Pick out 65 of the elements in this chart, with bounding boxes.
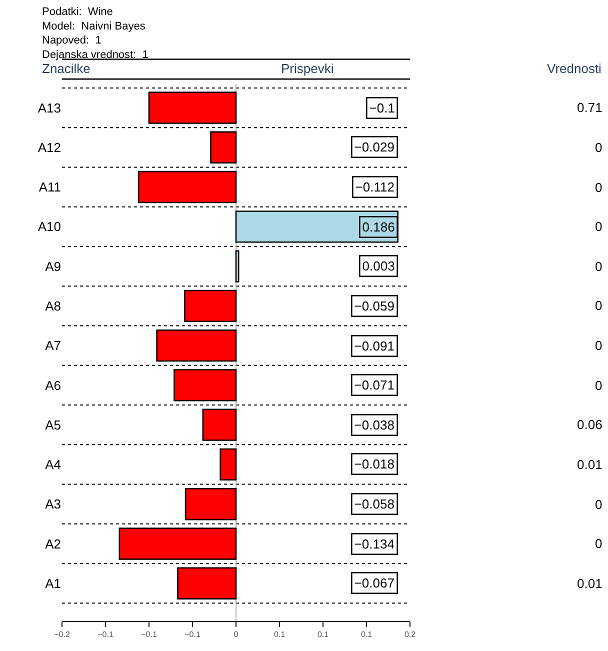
y-tick-label: A12 [38, 140, 61, 155]
bar [202, 408, 237, 441]
bar [210, 131, 237, 164]
data-label: −0.038 [354, 417, 394, 432]
bar [118, 528, 237, 560]
data-label: 0.186 [362, 219, 395, 234]
data-label: −0.1 [369, 100, 395, 116]
data-label: −0.091 [354, 338, 394, 354]
x-tick-label: −0.1 [141, 630, 158, 639]
data-label: 0.003 [362, 258, 395, 274]
y2-tick-label: 0 [595, 536, 602, 551]
x-tick-label: −0.1 [184, 630, 201, 639]
y-tick-label: A11 [38, 180, 61, 195]
bar [235, 250, 240, 282]
y2-tick-label: 0.06 [577, 417, 602, 432]
data-label: −0.134 [354, 536, 394, 552]
y-tick-label: A10 [38, 219, 61, 234]
bar [184, 488, 237, 520]
data-label: −0.018 [354, 456, 394, 472]
y-tick-label: A8 [45, 298, 61, 314]
y2-tick-label: 0 [595, 378, 602, 393]
y2-tick-label: 0 [595, 338, 602, 353]
y2-tick-label: 0 [595, 180, 602, 195]
bar [177, 567, 237, 600]
bar [156, 329, 237, 362]
y2-tick-label: 0.71 [577, 100, 602, 115]
y-tick-label: A2 [45, 536, 61, 552]
bar [138, 170, 237, 204]
bar [235, 210, 398, 243]
bar [174, 369, 237, 402]
y-tick-label: A6 [45, 378, 61, 393]
y-tick-label: A4 [45, 457, 61, 472]
data-label: −0.071 [354, 377, 394, 392]
chart-title: Podatki: Wine Model: Naivni Bayes Napoved: 1 Dejanska vrednost: 1 [42, 6, 148, 61]
data-label: −0.029 [354, 139, 394, 154]
y2-tick-label: 0.01 [577, 576, 602, 591]
y-tick-label: A3 [45, 496, 61, 512]
y2-tick-label: 0 [595, 298, 602, 313]
y2-tick-label: 0 [595, 219, 602, 234]
y2-tick-label: 0 [595, 140, 602, 155]
bar [148, 92, 237, 124]
x-tick-label: 0.1 [360, 630, 373, 639]
y-tick-label: A9 [45, 258, 61, 274]
x-tick-label: 0 [234, 630, 239, 639]
data-label: −0.059 [354, 298, 394, 314]
x-axis-title: Prispevki [281, 61, 334, 76]
text: Vrednosti [547, 61, 602, 76]
x-tick-label: 0.1 [317, 630, 330, 639]
x-tick-label: −0.2 [54, 630, 70, 639]
x-tick-label: −0.1 [98, 630, 114, 639]
y-tick-label: A7 [45, 338, 61, 354]
y-tick-label: A13 [38, 100, 61, 116]
x-tick-label: 0.1 [274, 630, 286, 639]
bar [184, 290, 237, 322]
y-axis-title: Znacilke [42, 61, 90, 76]
data-label: −0.067 [354, 575, 394, 590]
bar [220, 448, 237, 481]
y-tick-label: A1 [45, 576, 61, 591]
y2-tick-label: 0 [595, 259, 602, 274]
data-label: −0.058 [354, 496, 394, 512]
y2-tick-label: 0 [595, 497, 602, 512]
x-tick-label: 0.2 [404, 630, 416, 639]
y2-tick-label: 0.01 [577, 457, 602, 472]
y-tick-label: A5 [45, 417, 61, 432]
data-label: −0.112 [355, 179, 394, 194]
